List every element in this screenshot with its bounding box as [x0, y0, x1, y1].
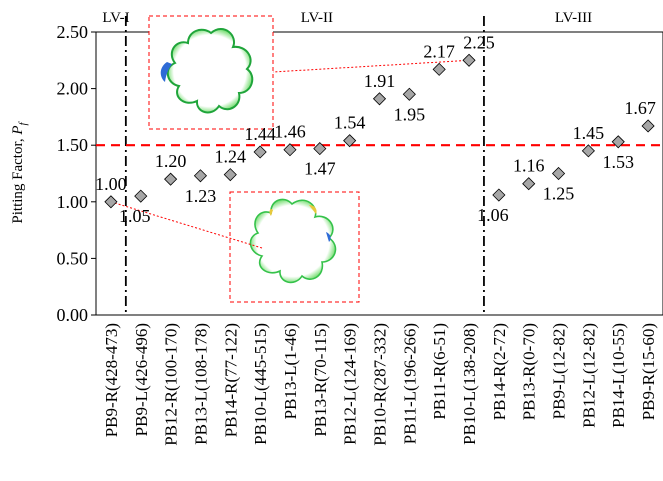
data-point	[432, 62, 446, 76]
data-point	[164, 172, 178, 186]
y-axis: 0.00 0.50 1.00 1.50 2.00 2.50	[57, 22, 96, 325]
inset-upper	[148, 15, 274, 130]
x-tick-label: PB13-L(108-178)	[191, 323, 210, 445]
x-tick-label: PB9-R(428-473)	[102, 323, 121, 437]
data-label: 1.23	[185, 186, 217, 206]
data-label: 1.25	[543, 184, 575, 204]
x-axis: PB9-R(428-473) PB9-L(426-496) PB12-R(100-1…	[102, 323, 658, 446]
data-label: 1.16	[513, 156, 545, 176]
data-point	[343, 134, 357, 148]
region-group: LV-I LV-II LV-III	[102, 10, 592, 315]
data-label: 1.91	[364, 71, 396, 91]
data-label: 1.00	[95, 174, 127, 194]
data-label: 1.67	[624, 98, 656, 118]
corrosion-spot-icon	[269, 205, 317, 216]
data-point	[372, 92, 387, 106]
data-label: 1.05	[119, 206, 151, 226]
x-tick-label: PB12-L(124-169)	[341, 323, 360, 445]
data-label: 1.44	[244, 124, 276, 144]
region-label: LV-II	[301, 10, 333, 26]
y-tick-label: 1.50	[57, 135, 89, 155]
data-point	[104, 195, 118, 209]
data-point	[551, 166, 566, 181]
data-point	[313, 142, 327, 156]
data-point	[522, 177, 536, 191]
data-label: 2.17	[423, 41, 455, 61]
x-tick-label: PB14-L(10-55)	[609, 323, 628, 428]
data-point	[134, 189, 148, 203]
data-label: 1.20	[155, 151, 187, 171]
x-tick-label: PB12-R(100-170)	[162, 323, 181, 446]
inset-connectors	[110, 59, 470, 249]
x-tick-label: PB9-L(12-82)	[550, 323, 569, 419]
x-tick-label: PB11-R(6-51)	[430, 323, 449, 420]
y-axis-title: Pitting Factor, Pf	[10, 120, 29, 223]
inset-lower	[229, 191, 360, 303]
cross-section-shape-lower	[249, 198, 337, 284]
connector-line	[272, 59, 470, 73]
x-tick-label: PB13-L(1-46)	[281, 323, 300, 419]
data-point	[492, 188, 506, 202]
x-tick-label: PB11-L(196-266)	[400, 323, 419, 444]
data-label: 1.47	[304, 159, 336, 179]
data-label: 1.06	[477, 205, 509, 225]
data-label: 1.24	[215, 147, 247, 167]
data-label: 2.25	[463, 32, 495, 52]
data-label: 1.54	[334, 113, 366, 133]
data-label: 1.45	[573, 123, 605, 143]
data-point	[611, 135, 625, 149]
x-tick-label: PB14-R(2-72)	[490, 323, 509, 420]
data-point	[223, 168, 237, 182]
y-tick-label: 0.00	[57, 305, 89, 325]
data-point	[462, 53, 476, 67]
x-tick-label: PB9-L(426-496)	[132, 323, 151, 436]
y-tick-label: 1.00	[57, 192, 89, 212]
data-label: 1.46	[274, 122, 306, 142]
data-label: 1.95	[394, 104, 426, 124]
data-point	[193, 169, 208, 183]
x-tick-label: PB13-R(70-115)	[311, 323, 330, 437]
x-tick-label: PB14-R(77-122)	[221, 323, 240, 437]
x-tick-label: PB10-L(138-208)	[460, 323, 479, 445]
cross-section-shape-upper	[166, 28, 254, 114]
data-point	[581, 144, 595, 158]
data-marks: 1.00 1.05 1.20 1.23 1.24 1.441.46 1.47 1.54 1.91…	[95, 32, 656, 226]
y-tick-label: 2.00	[57, 79, 89, 99]
plot-area	[95, 31, 663, 316]
data-point	[283, 143, 297, 157]
x-tick-label: PB10-L(445-515)	[251, 323, 270, 445]
corrosion-spot-icon	[160, 62, 172, 82]
x-tick-label: PB10-R(287-332)	[371, 323, 390, 446]
x-tick-label: PB12-L(12-82)	[579, 323, 598, 428]
region-label: LV-III	[555, 10, 592, 26]
y-tick-label: 0.50	[57, 248, 89, 268]
data-label: 1.53	[602, 152, 634, 172]
data-point	[641, 119, 655, 133]
data-point	[402, 87, 416, 101]
region-label: LV-I	[102, 10, 129, 26]
x-tick-label: PB13-R(0-70)	[520, 323, 539, 420]
y-tick-label: 2.50	[57, 22, 89, 42]
corrosion-spot-icon	[326, 232, 331, 242]
x-tick-label: PB9-R(15-60)	[639, 323, 658, 420]
data-point	[253, 145, 267, 159]
